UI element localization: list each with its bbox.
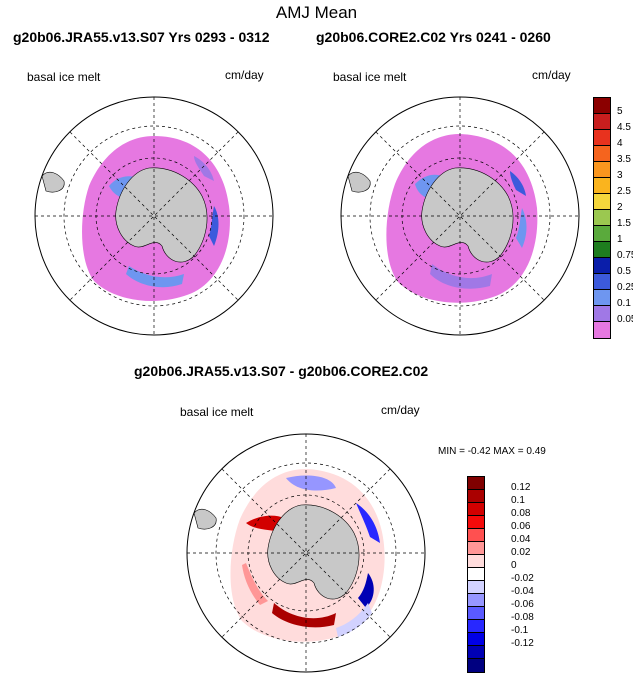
colorbar-difference-tick-label: 0 — [511, 560, 517, 571]
colorbar-top-swatch — [594, 242, 610, 258]
colorbar-difference-swatch — [468, 633, 484, 646]
colorbar-difference-tick-label: -0.02 — [511, 573, 534, 584]
colorbar-top-swatch — [594, 290, 610, 306]
colorbar-difference-swatch — [468, 516, 484, 529]
main-title: AMJ Mean — [275, 3, 358, 22]
colorbar-top-swatch — [594, 258, 610, 274]
colorbar-difference-swatch — [468, 477, 484, 490]
colorbar-top-tick-label: 3 — [617, 170, 623, 181]
colorbar-difference-swatch — [468, 646, 484, 659]
colorbar-top — [593, 97, 611, 339]
colorbar-top-swatch — [594, 114, 610, 130]
panel2-case-title: g20b06.CORE2.C02 Yrs 0241 - 0260 — [316, 29, 551, 45]
panel1-case-title: g20b06.JRA55.v13.S07 Yrs 0293 - 0312 — [13, 29, 270, 45]
colorbar-top-swatch — [594, 274, 610, 290]
colorbar-difference-tick-label: -0.08 — [511, 612, 534, 623]
colorbar-top-tick-label: 2 — [617, 202, 623, 213]
colorbar-difference-tick-label: 0.06 — [511, 521, 531, 532]
colorbar-top-swatch — [594, 178, 610, 194]
panel1-polar-map — [34, 96, 274, 336]
colorbar-top-tick-label: 1 — [617, 234, 623, 245]
colorbar-top-tick-label: 0.05 — [617, 314, 633, 325]
colorbar-top-tick-label: 0.1 — [617, 298, 631, 309]
panel2-field-label: basal ice melt — [333, 70, 407, 84]
colorbar-difference — [467, 476, 485, 673]
panel3-polar-map — [186, 433, 426, 673]
colorbar-top-swatch — [594, 226, 610, 242]
colorbar-difference-swatch — [468, 568, 484, 581]
colorbar-difference-tick-label: 0.08 — [511, 508, 531, 519]
colorbar-top-tick-label: 4.5 — [617, 122, 631, 133]
colorbar-difference-swatch — [468, 529, 484, 542]
colorbar-difference-swatch — [468, 555, 484, 568]
colorbar-difference-tick-label: -0.1 — [511, 625, 529, 636]
colorbar-difference-tick-label: 0.04 — [511, 534, 531, 545]
panel1-antarctica — [115, 167, 208, 263]
colorbar-top-tick-label: 4 — [617, 138, 623, 149]
colorbar-top-swatch — [594, 130, 610, 146]
panel1-units: cm/day — [225, 68, 264, 82]
panel3-case-title: g20b06.JRA55.v13.S07 - g20b06.CORE2.C02 — [134, 363, 429, 379]
colorbar-top-swatch — [594, 210, 610, 226]
panel3-antarctica — [267, 504, 360, 600]
colorbar-difference-swatch — [468, 542, 484, 555]
colorbar-difference-tick-label: 0.12 — [511, 482, 531, 493]
colorbar-difference-tick-label: 0.02 — [511, 547, 531, 558]
colorbar-difference-tick-label: -0.06 — [511, 599, 534, 610]
colorbar-difference-swatch — [468, 620, 484, 633]
panel2-polar-map — [340, 96, 580, 336]
colorbar-top-tick-label: 0.5 — [617, 266, 631, 277]
colorbar-top-swatch — [594, 162, 610, 178]
colorbar-difference-swatch — [468, 594, 484, 607]
colorbar-difference-swatch — [468, 581, 484, 594]
panel3-field-label: basal ice melt — [180, 405, 254, 419]
colorbar-top-tick-label: 0.25 — [617, 282, 633, 293]
colorbar-top-tick-label: 5 — [617, 106, 623, 117]
panel2-antarctica — [421, 167, 514, 263]
colorbar-difference-swatch — [468, 503, 484, 516]
colorbar-top-swatch — [594, 306, 610, 322]
panel1-field-label: basal ice melt — [27, 70, 101, 84]
panel3-minmax: MIN = -0.42 MAX = 0.49 — [438, 446, 546, 457]
colorbar-top-swatch — [594, 146, 610, 162]
colorbar-difference-tick-label: 0.1 — [511, 495, 525, 506]
colorbar-top-swatch — [594, 194, 610, 210]
colorbar-top-swatch — [594, 98, 610, 114]
colorbar-top-swatch — [594, 322, 610, 338]
colorbar-top-tick-label: 3.5 — [617, 154, 631, 165]
colorbar-difference-swatch — [468, 659, 484, 672]
panel2-units: cm/day — [532, 68, 571, 82]
colorbar-difference-swatch — [468, 607, 484, 620]
colorbar-difference-tick-label: -0.12 — [511, 638, 534, 649]
colorbar-difference-tick-label: -0.04 — [511, 586, 534, 597]
colorbar-difference-swatch — [468, 490, 484, 503]
colorbar-top-tick-label: 0.75 — [617, 250, 633, 261]
colorbar-top-tick-label: 1.5 — [617, 218, 631, 229]
panel3-units: cm/day — [381, 403, 420, 417]
colorbar-top-tick-label: 2.5 — [617, 186, 631, 197]
